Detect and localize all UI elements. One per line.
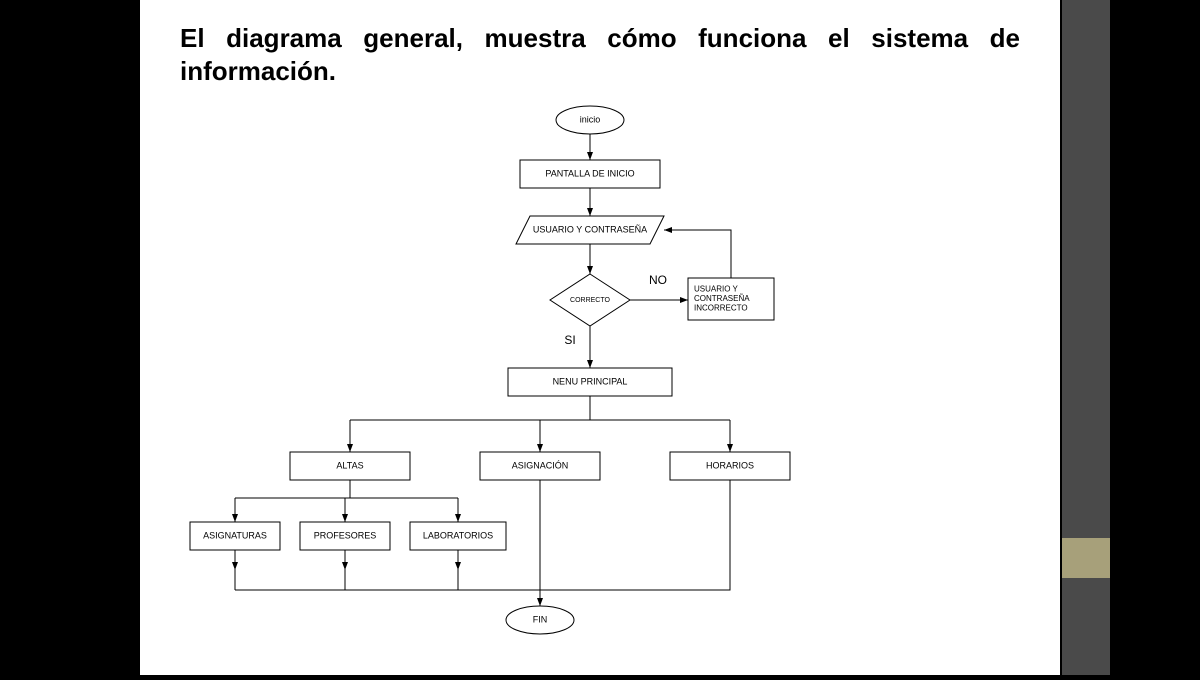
side-accent [1062, 538, 1110, 578]
svg-text:SI: SI [564, 333, 575, 347]
flowchart-svg: NO SI inicio PANTALLA DE INICIO USUARIO Y CO… [140, 90, 1060, 675]
svg-text:inicio: inicio [580, 114, 601, 124]
svg-text:HORARIOS: HORARIOS [706, 460, 754, 470]
svg-text:USUARIO Y CONTRASEÑA: USUARIO Y CONTRASEÑA [533, 224, 647, 234]
svg-text:ASIGNACIÓN: ASIGNACIÓN [512, 460, 569, 470]
slide: El diagrama general, muestra cómo funcio… [140, 0, 1060, 675]
svg-text:PANTALLA DE INICIO: PANTALLA DE INICIO [545, 168, 634, 178]
svg-text:ASIGNATURAS: ASIGNATURAS [203, 530, 267, 540]
svg-text:INCORRECTO: INCORRECTO [694, 304, 748, 313]
svg-text:NO: NO [649, 273, 667, 287]
svg-text:ALTAS: ALTAS [336, 460, 363, 470]
slide-title: El diagrama general, muestra cómo funcio… [180, 22, 1020, 87]
svg-text:FIN: FIN [533, 614, 548, 624]
flowchart-canvas: NO SI inicio PANTALLA DE INICIO USUARIO Y CO… [140, 90, 1060, 675]
svg-text:LABORATORIOS: LABORATORIOS [423, 530, 493, 540]
svg-text:CONTRASEÑA: CONTRASEÑA [694, 294, 750, 303]
svg-text:USUARIO Y: USUARIO Y [694, 285, 739, 294]
svg-text:NENU PRINCIPAL: NENU PRINCIPAL [553, 376, 628, 386]
svg-text:CORRECTO: CORRECTO [570, 297, 610, 304]
svg-text:PROFESORES: PROFESORES [314, 530, 377, 540]
